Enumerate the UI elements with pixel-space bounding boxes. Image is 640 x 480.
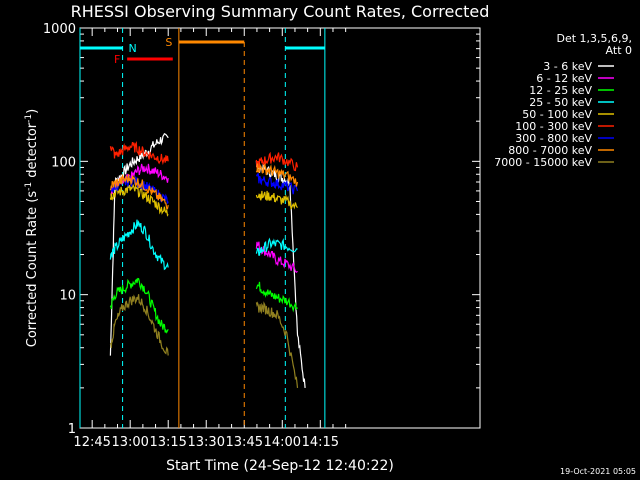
- series-line-5: [109, 141, 169, 166]
- flag-label: S: [165, 36, 172, 49]
- series-line-1: [255, 241, 298, 273]
- legend-label: 3 - 6 keV: [543, 60, 592, 73]
- flag-label: F: [114, 53, 120, 66]
- legend-header-detectors: Det 1,3,5,6,9,: [556, 32, 632, 45]
- series-line-7: [255, 163, 299, 187]
- series-line-4: [109, 183, 169, 217]
- y-tick-label: 1: [68, 422, 76, 437]
- flag-label: N: [128, 42, 136, 55]
- x-tick-label: 13:00: [111, 435, 148, 450]
- x-tick-label: 12:45: [73, 435, 110, 450]
- y-tick-label: 100: [51, 155, 76, 170]
- x-tick-label: 14:15: [302, 435, 339, 450]
- y-axis-label-end: ): [25, 109, 40, 114]
- legend-label: 12 - 25 keV: [529, 84, 592, 97]
- series-line-6: [255, 173, 299, 195]
- legend-label: 100 - 300 keV: [515, 120, 592, 133]
- plot-area: 1 10 100 1000 12:45 13:00 13:15 13:30 13:45 14:00…: [43, 22, 481, 450]
- series-line-7: [109, 173, 169, 210]
- legend-label: 300 - 800 keV: [515, 132, 592, 145]
- series-line-8: [109, 294, 169, 356]
- y-axis-label-sup2: -1: [24, 114, 34, 123]
- legend-label: 25 - 50 keV: [529, 96, 592, 109]
- legend-label: 6 - 12 keV: [536, 72, 592, 85]
- y-tick-label: 10: [59, 289, 76, 304]
- series-line-8: [255, 301, 299, 388]
- y-axis-label-mid: detector: [25, 122, 40, 182]
- x-tick-label: 13:30: [188, 435, 225, 450]
- series-line-4: [255, 190, 298, 210]
- footer-date: 19-Oct-2021 05:05: [560, 467, 636, 476]
- series-line-6: [110, 175, 169, 204]
- x-tick-label: 13:45: [226, 435, 263, 450]
- x-tick-label: 14:00: [264, 435, 301, 450]
- legend-label: 50 - 100 keV: [522, 108, 592, 121]
- x-tick-label: 13:15: [149, 435, 186, 450]
- series-line-5: [255, 151, 299, 172]
- plot-frame: [79, 27, 481, 429]
- y-tick-label: 1000: [43, 22, 76, 37]
- legend-label: 7000 - 15000 keV: [494, 156, 592, 169]
- series-line-2: [109, 277, 169, 334]
- x-axis-label: Start Time (24-Sep-12 12:40:22): [166, 458, 394, 474]
- series-line-3: [109, 219, 169, 271]
- y-axis-label-sup1: -1: [24, 182, 34, 191]
- y-axis-label: Corrected Count Rate (s-1 detector-1): [24, 109, 40, 347]
- chart-title: RHESSI Observing Summary Count Rates, Co…: [71, 2, 490, 21]
- legend-label: 800 - 7000 keV: [508, 144, 592, 157]
- series-line-3: [255, 237, 298, 256]
- legend-header-attenuator: Att 0: [606, 44, 632, 57]
- y-axis-label-main: Corrected Count Rate (s: [25, 191, 40, 348]
- series-line-2: [255, 281, 298, 313]
